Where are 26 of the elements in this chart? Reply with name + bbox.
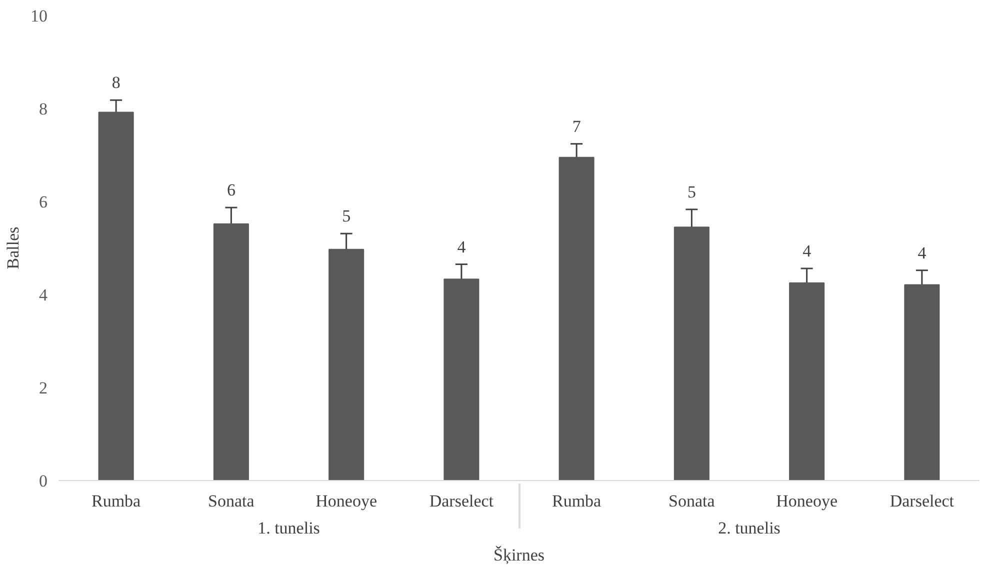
data-label: 4 [802,241,812,260]
data-label: 7 [572,116,582,136]
data-label: 6 [226,180,236,200]
x-tick-label: Sonata [208,492,255,510]
data-label: 4 [457,237,466,256]
x-tick-label: Darselect [890,492,954,510]
y-tick-label: 10 [30,6,48,26]
y-tick-label: 8 [39,100,48,118]
data-label: 8 [112,73,120,92]
x-tick-label: Sonata [668,492,716,510]
x-tick-label: Darselect [429,492,494,510]
y-tick-label: 6 [39,192,48,212]
text: 2. tunelis [718,518,780,538]
y-tick-label: 4 [39,286,48,304]
data-label: 4 [918,243,927,262]
y-axis-title: Balles [4,226,22,270]
y-tick-label: 0 [39,472,48,490]
x-tick-label: Honeoye [316,492,378,510]
x-axis-title: Šķirnes [494,546,544,564]
data-label: 5 [342,206,351,226]
x-tick-label: Rumba [552,492,602,510]
text: 1. tunelis [258,518,320,538]
x-tick-label: Rumba [92,492,142,510]
y-tick-label: 2 [39,378,48,398]
x-tick-label: Honeoye [776,492,838,510]
data-label: 5 [687,182,696,202]
